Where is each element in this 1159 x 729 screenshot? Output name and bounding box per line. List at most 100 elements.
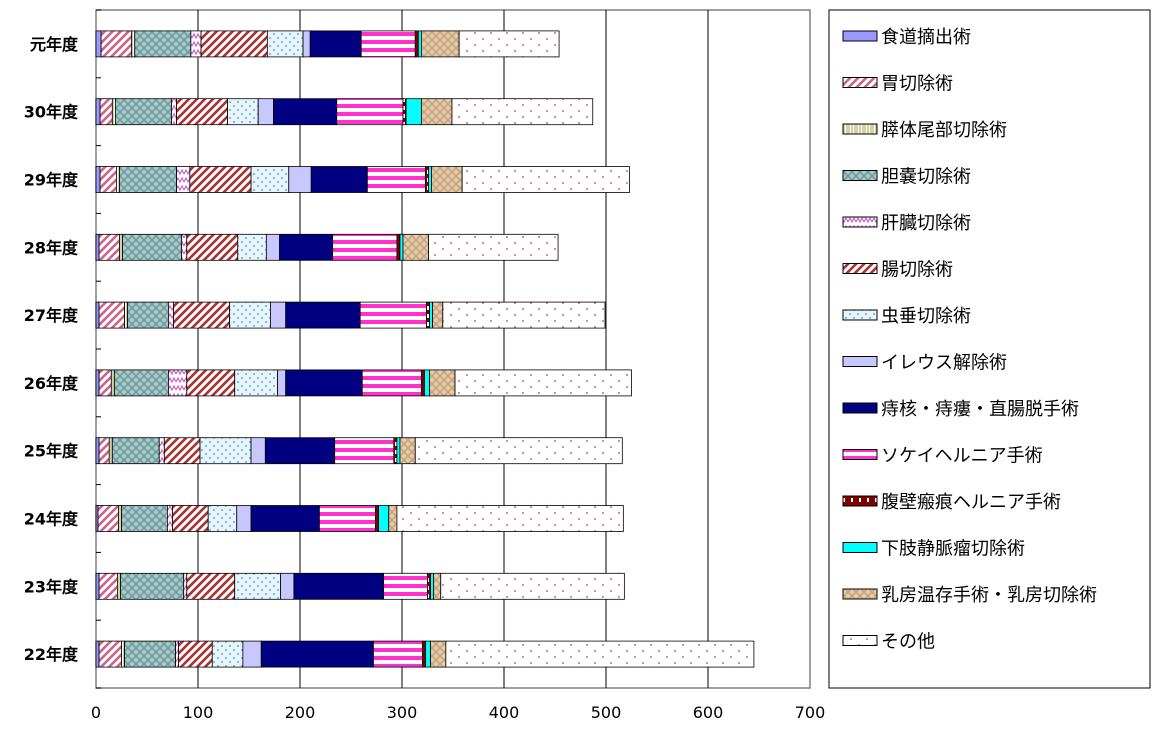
bar-segment <box>432 301 444 329</box>
legend-item: 虫垂切除術 <box>842 306 971 327</box>
bar-segment <box>427 572 431 600</box>
bar-segment <box>207 505 238 532</box>
bar-segment <box>428 166 432 193</box>
bar-segment <box>178 640 213 668</box>
legend-label: 膵体尾部切除術 <box>881 120 1007 141</box>
bar-segment <box>360 30 416 58</box>
bar-segment <box>118 505 122 532</box>
x-tick-label: 0 <box>91 703 101 722</box>
bar-segment <box>95 369 100 397</box>
bar-segment <box>189 166 252 193</box>
legend-item: 腸切除術 <box>842 260 953 281</box>
bar-segment <box>277 369 287 397</box>
bar-segment <box>171 98 177 126</box>
bar-segment <box>425 166 429 193</box>
bar-segment <box>309 30 362 58</box>
legend-swatch <box>842 588 878 600</box>
bar-group <box>95 572 625 600</box>
bar-segment <box>454 369 632 397</box>
bar-group <box>95 166 630 193</box>
bar-group <box>95 98 594 126</box>
bar-segment <box>98 301 125 329</box>
bar-segment <box>375 505 379 532</box>
bar-segment <box>117 572 121 600</box>
x-tick-label: 700 <box>795 703 826 722</box>
bar-segment <box>95 301 100 329</box>
bar-segment <box>414 30 419 58</box>
x-tick-label: 200 <box>285 703 316 722</box>
legend-label: 痔核・痔瘻・直腸脱手術 <box>881 399 1079 420</box>
y-tick-label: 23年度 <box>24 577 79 596</box>
y-tick-label: 28年度 <box>24 238 79 257</box>
bar-segment <box>440 572 625 600</box>
bar-segment <box>122 233 183 261</box>
legend-label: 腹壁瘢痕ヘルニア手術 <box>881 492 1061 513</box>
bar-segment <box>285 301 361 329</box>
bar-segment <box>98 437 110 465</box>
legend-swatch <box>842 495 878 507</box>
bar-segment <box>424 369 430 397</box>
bar-segment <box>402 233 429 261</box>
bar-segment <box>121 505 168 532</box>
legend-item: 痔核・痔瘻・直腸脱手術 <box>842 399 1079 420</box>
legend-swatch <box>842 216 878 228</box>
bar-segment <box>428 233 559 261</box>
bar-segment <box>181 233 188 261</box>
bar-segment <box>293 572 385 600</box>
bar-segment <box>95 166 101 193</box>
bar-segment <box>119 166 177 193</box>
bar-segment <box>173 301 231 329</box>
x-tick-label: 500 <box>591 703 622 722</box>
legend-item: 乳房温存手術・乳房切除術 <box>842 585 1097 606</box>
bar-segment <box>458 30 560 58</box>
legend-item: その他 <box>842 632 935 653</box>
legend-item: イレウス解除術 <box>842 353 1007 374</box>
bar-segment <box>425 640 431 668</box>
bar-segment <box>110 369 115 397</box>
legend-label: イレウス解除術 <box>881 353 1007 374</box>
bar-group <box>95 437 623 465</box>
bar-group <box>95 505 624 532</box>
bar-segment <box>95 640 100 668</box>
bar-segment <box>257 98 274 126</box>
bar-segment <box>310 166 368 193</box>
bar-segment <box>399 437 416 465</box>
bar-segment <box>211 640 244 668</box>
bar-segment <box>264 437 336 465</box>
bar-segment <box>442 301 606 329</box>
y-tick-label: 22年度 <box>24 645 79 664</box>
bar-segment <box>396 437 401 465</box>
bar-segment <box>99 166 117 193</box>
y-tick-label: 29年度 <box>24 171 79 190</box>
legend-swatch <box>842 123 878 135</box>
bar-segment <box>396 233 401 261</box>
bar-segment <box>127 301 169 329</box>
bar-segment <box>402 98 407 126</box>
bar-segment <box>95 30 102 58</box>
bar-segment <box>430 640 447 668</box>
bar-segment <box>100 30 133 58</box>
bar-segment <box>186 572 236 600</box>
bar-segment <box>98 640 122 668</box>
bar-segment <box>186 369 236 397</box>
legend-label: 胆嚢切除術 <box>881 167 971 188</box>
x-tick-label: 400 <box>489 703 520 722</box>
legend-label: その他 <box>881 632 935 653</box>
x-tick-label: 100 <box>183 703 214 722</box>
bar-segment <box>131 30 136 58</box>
bar-segment <box>318 505 376 532</box>
bar-segment <box>285 369 363 397</box>
bar-group <box>95 640 755 668</box>
bar-segment <box>250 505 320 532</box>
legend-label: ソケイヘルニア手術 <box>881 446 1043 467</box>
legend-swatch <box>842 402 878 414</box>
bar-segment <box>420 369 425 397</box>
bar-segment <box>183 572 188 600</box>
bar-segment <box>378 505 390 532</box>
bar-segment <box>421 640 426 668</box>
bar-segment <box>134 30 192 58</box>
legend-item: ソケイヘルニア手術 <box>842 446 1043 467</box>
bar-segment <box>175 640 180 668</box>
bar-segment <box>236 505 252 532</box>
